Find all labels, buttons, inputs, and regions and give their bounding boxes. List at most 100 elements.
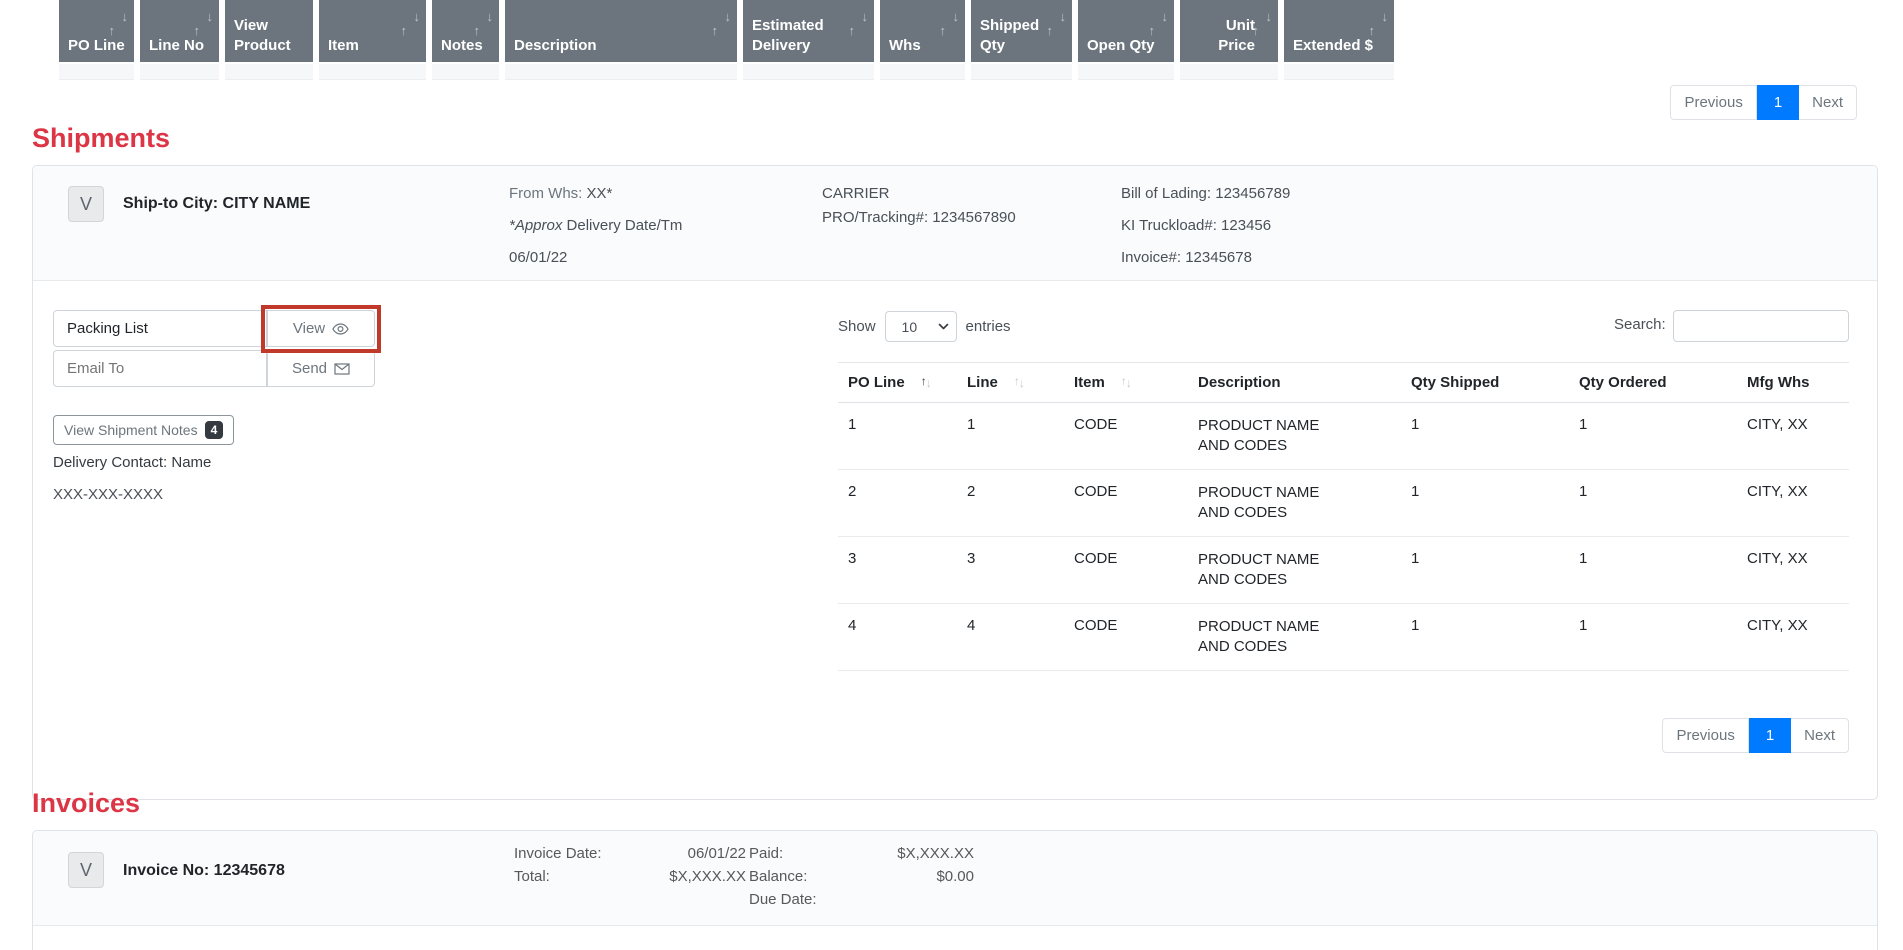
invoice-date-row: Invoice Date: 06/01/22 xyxy=(514,845,746,862)
collapse-toggle-button[interactable]: V xyxy=(68,852,104,888)
sort-down-icon: ↓ xyxy=(206,9,214,24)
page-1-button[interactable]: 1 xyxy=(1748,718,1792,753)
shipment-card-header: V Ship-to City: CITY NAME From Whs: XX* … xyxy=(33,166,1877,281)
sort-down-icon: ↓ xyxy=(486,9,494,24)
eye-icon xyxy=(332,322,349,335)
sort-icons: ↑↓ xyxy=(920,374,932,390)
sort-down-icon: ↓ xyxy=(413,9,421,24)
po-table-empty-row xyxy=(59,64,1394,80)
sort-down-icon: ↓ xyxy=(952,9,960,24)
ki-truckload-number: KI Truckload#: 123456 xyxy=(1121,217,1272,234)
sort-up-icon: ↑ xyxy=(400,23,408,38)
next-page-button[interactable]: Next xyxy=(1791,718,1849,753)
po-col-shipped-qty[interactable]: Shipped Qty ↑ ↓ xyxy=(971,0,1072,62)
shipment-card: V Ship-to City: CITY NAME From Whs: XX* … xyxy=(32,165,1878,800)
table-row: 4 4 CODE PRODUCT NAME AND CODES 1 1 CITY… xyxy=(838,603,1849,671)
shipment-items-table: PO Line ↑↓ Line ↑↓ Item ↑↓ Description Qty … xyxy=(838,362,1849,671)
sort-up-icon: ↑ xyxy=(1252,23,1260,38)
sort-up-icon: ↑ xyxy=(108,23,116,38)
po-col-estimated-delivery[interactable]: Estimated Delivery ↑ ↓ xyxy=(743,0,874,62)
collapse-toggle-button[interactable]: V xyxy=(68,186,104,222)
sort-up-icon: ↑ xyxy=(193,23,201,38)
pro-tracking-number: PRO/Tracking#: 1234567890 xyxy=(822,209,1016,226)
invoice-paid-row: Paid: $X,XXX.XX xyxy=(749,845,974,862)
po-lines-table-header: PO Line ↑ ↓ Line No ↑ ↓ View Product Item ↑ ↓ … xyxy=(59,0,1394,62)
sort-down-icon: ↓ xyxy=(121,9,129,24)
sort-down-icon: ↓ xyxy=(724,9,732,24)
invoice-number-title: Invoice No: 12345678 xyxy=(123,862,285,879)
table-header-row: PO Line ↑↓ Line ↑↓ Item ↑↓ Description Qty … xyxy=(838,362,1849,403)
page-length-control: Show 10 entries xyxy=(838,311,1011,342)
col-item[interactable]: Item ↑↓ xyxy=(1064,362,1188,403)
previous-page-button[interactable]: Previous xyxy=(1662,718,1749,753)
page-1-button[interactable]: 1 xyxy=(1756,85,1800,120)
sort-up-icon: ↑ xyxy=(1148,23,1156,38)
col-qty-shipped[interactable]: Qty Shipped xyxy=(1401,362,1569,403)
po-col-whs[interactable]: Whs ↑ ↓ xyxy=(880,0,965,62)
invoice-date-value: 06/01/22 xyxy=(687,845,746,862)
approx-delivery-label: *Approx Delivery Date/Tm xyxy=(509,217,683,234)
sort-up-icon: ↑ xyxy=(1368,23,1376,38)
invoice-total-row: Total: $X,XXX.XX xyxy=(514,868,746,885)
search-label: Search: xyxy=(1614,316,1666,333)
search-input[interactable] xyxy=(1673,310,1849,342)
table-row: 1 1 CODE PRODUCT NAME AND CODES 1 1 CITY… xyxy=(838,402,1849,470)
sort-up-icon: ↑ xyxy=(939,23,947,38)
envelope-icon xyxy=(334,362,350,375)
table-row: 2 2 CODE PRODUCT NAME AND CODES 1 1 CITY… xyxy=(838,469,1849,537)
packing-list-input[interactable] xyxy=(53,310,267,347)
from-whs: From Whs: XX* xyxy=(509,185,613,202)
sort-up-icon: ↑ xyxy=(1046,23,1054,38)
email-to-input[interactable] xyxy=(53,350,267,387)
view-shipment-notes-button[interactable]: View Shipment Notes 4 xyxy=(53,415,235,445)
page-length-select[interactable]: 10 xyxy=(884,311,957,342)
previous-page-button[interactable]: Previous xyxy=(1670,85,1757,120)
carrier-label: CARRIER xyxy=(822,185,890,202)
invoice-balance-value: $0.00 xyxy=(936,868,974,885)
notes-count-badge: 4 xyxy=(204,421,224,439)
sort-icons: ↑↓ xyxy=(1013,374,1025,390)
po-col-description[interactable]: Description ↑ ↓ xyxy=(505,0,737,62)
sort-up-icon: ↑ xyxy=(848,23,856,38)
sort-down-icon: ↓ xyxy=(1381,9,1389,24)
col-po-line[interactable]: PO Line ↑↓ xyxy=(838,362,957,403)
invoice-ref-number: Invoice#: 12345678 xyxy=(1121,249,1252,266)
entries-label: entries xyxy=(965,318,1011,335)
view-packing-list-button[interactable]: View xyxy=(267,310,375,347)
invoice-paid-value: $X,XXX.XX xyxy=(897,845,974,862)
invoice-card: V Invoice No: 12345678 Invoice Date: 06/… xyxy=(32,830,1878,950)
po-table-pagination: Previous 1 Next xyxy=(1670,85,1857,120)
sort-up-icon: ↑ xyxy=(711,23,719,38)
po-col-notes[interactable]: Notes ↑ ↓ xyxy=(432,0,499,62)
invoice-card-header: V Invoice No: 12345678 Invoice Date: 06/… xyxy=(33,831,1877,926)
col-line[interactable]: Line ↑↓ xyxy=(957,362,1064,403)
invoice-total-value: $X,XXX.XX xyxy=(669,868,746,885)
sort-icons: ↑↓ xyxy=(1120,374,1132,390)
po-col-unit-price[interactable]: Unit Price ↑ ↓ xyxy=(1180,0,1278,62)
po-col-line-no[interactable]: Line No ↑ ↓ xyxy=(140,0,219,62)
po-col-item[interactable]: Item ↑ ↓ xyxy=(319,0,426,62)
sort-down-icon: ↓ xyxy=(1059,9,1067,24)
ship-to-city-title: Ship-to City: CITY NAME xyxy=(123,195,311,212)
invoices-heading: Invoices xyxy=(32,788,141,818)
sort-down-icon: ↓ xyxy=(1265,9,1273,24)
po-col-open-qty[interactable]: Open Qty ↑ ↓ xyxy=(1078,0,1174,62)
sort-down-icon: ↓ xyxy=(861,9,869,24)
col-mfg-whs[interactable]: Mfg Whs xyxy=(1737,362,1849,403)
invoice-due-date-row: Due Date: xyxy=(749,891,817,908)
po-col-po-line[interactable]: PO Line ↑ ↓ xyxy=(59,0,134,62)
sort-up-icon: ↑ xyxy=(473,23,481,38)
invoice-balance-row: Balance: $0.00 xyxy=(749,868,974,885)
shipments-heading: Shipments xyxy=(32,123,171,153)
po-col-extended[interactable]: Extended $ ↑ ↓ xyxy=(1284,0,1394,62)
po-col-view-product[interactable]: View Product xyxy=(225,0,313,62)
col-description[interactable]: Description xyxy=(1188,362,1401,403)
show-label: Show xyxy=(838,318,876,335)
next-page-button[interactable]: Next xyxy=(1799,85,1857,120)
chevron-down-icon xyxy=(938,323,948,330)
delivery-contact: Delivery Contact: Name xyxy=(53,454,212,471)
table-row: 3 3 CODE PRODUCT NAME AND CODES 1 1 CITY… xyxy=(838,536,1849,604)
shipment-table-pagination: Previous 1 Next xyxy=(1662,718,1849,753)
send-email-button[interactable]: Send xyxy=(267,350,375,387)
col-qty-ordered[interactable]: Qty Ordered xyxy=(1569,362,1737,403)
